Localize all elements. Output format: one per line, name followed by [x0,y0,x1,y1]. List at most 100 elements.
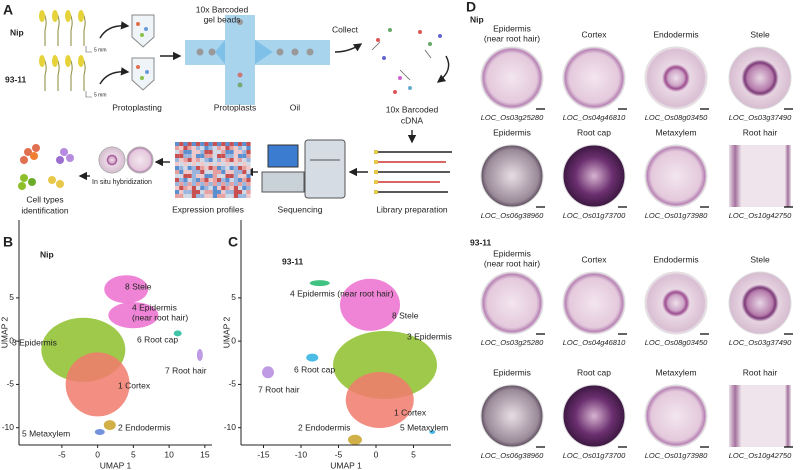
heat-cell [179,190,184,194]
heat-cell [204,174,209,178]
heat-cell [229,174,234,178]
heat-cell [196,182,201,186]
heat-cell [238,166,243,170]
heat-cell [204,170,209,174]
cluster [65,352,130,417]
heat-cell [238,182,243,186]
heat-cell [187,158,192,162]
heat-cell [196,146,201,150]
cell-type-label: Epidermis [493,23,531,33]
heat-cell [196,162,201,166]
cell-type-label: Root cap [577,127,611,137]
heat-cell [179,170,184,174]
cluster-label: 2 Endodermis [118,422,170,432]
heat-cell [238,186,243,190]
heat-cell [233,166,238,170]
y-tick-label: 0 [9,335,14,345]
heat-cell [229,162,234,166]
micrograph [644,384,708,448]
heat-cell [212,194,217,198]
heat-cell [212,170,217,174]
heat-cell [212,190,217,194]
heat-cell [196,174,201,178]
heat-cell [212,174,217,178]
cell-type-label: Stele [750,29,770,39]
heat-cell [225,182,230,186]
heat-cell [246,146,251,150]
heat-cell [221,146,226,150]
heat-cell [246,170,251,174]
heat-cell [217,174,222,178]
workflow-labels: Nip 93-11 5 mm 5 mm 10x Barcoded gel bea… [5,4,448,215]
heat-cell [204,194,209,198]
x-tick-label: -5 [335,449,343,459]
heat-cell [200,150,205,154]
heat-cell [229,186,234,190]
heat-cell [208,186,213,190]
heat-cell [208,146,213,150]
heat-cell [183,142,188,146]
heat-cell [191,182,196,186]
heat-cell [238,154,243,158]
heat-cell [183,154,188,158]
heat-cell [208,158,213,162]
cluster [348,434,362,445]
heat-cell [217,170,222,174]
heat-cell [200,154,205,158]
cluster-label: 1 Cortex [118,380,151,390]
gene-label: LOC_Os01g73700 [563,211,626,220]
heat-cell [191,162,196,166]
heat-cell [196,158,201,162]
micrograph [480,384,544,448]
heat-cell [175,162,180,166]
heat-cell [183,182,188,186]
heat-cell [242,154,247,158]
micrograph [728,46,792,110]
heat-cell [242,186,247,190]
cell-type-label: Metaxylem [655,367,696,377]
y-tick-label: 5 [9,292,14,302]
label: Cell types [26,194,63,204]
heat-cell [217,146,222,150]
heat-cell [229,178,234,182]
micrograph [562,144,626,208]
heat-cell [196,186,201,190]
heat-cell [204,190,209,194]
micrograph [644,271,708,335]
heat-cell [179,178,184,182]
cluster [196,349,203,361]
heat-cell [200,194,205,198]
label: In situ hybridization [92,179,152,186]
heat-cell [246,178,251,182]
heat-cell [233,146,238,150]
cell-type-label: (near root hair) [484,33,540,43]
heat-cell [225,194,230,198]
heat-cell [200,190,205,194]
heat-cell [187,166,192,170]
heat-cell [246,142,251,146]
heat-cell [204,178,209,182]
chart-title: 93-11 [282,256,304,266]
heat-cell [221,150,226,154]
heat-cell [191,150,196,154]
heat-cell [246,154,251,158]
group-title: 93-11 [470,237,492,247]
heat-cell [221,194,226,198]
heat-cell [204,142,209,146]
heat-cell [225,142,230,146]
heat-cell [183,174,188,178]
label: 10x Barcoded [386,104,439,114]
heat-cell [229,154,234,158]
heat-cell [200,166,205,170]
gene-label: LOC_Os03g37490 [729,113,792,122]
cell-type-label: Endodermis [653,29,698,39]
heat-cell [221,190,226,194]
micrograph [644,46,708,110]
heat-cell [200,186,205,190]
heat-cell [179,174,184,178]
heat-cell [208,174,213,178]
x-tick-label: 0 [95,449,100,459]
heat-cell [238,146,243,150]
heat-cell [200,162,205,166]
micrograph [728,271,792,335]
